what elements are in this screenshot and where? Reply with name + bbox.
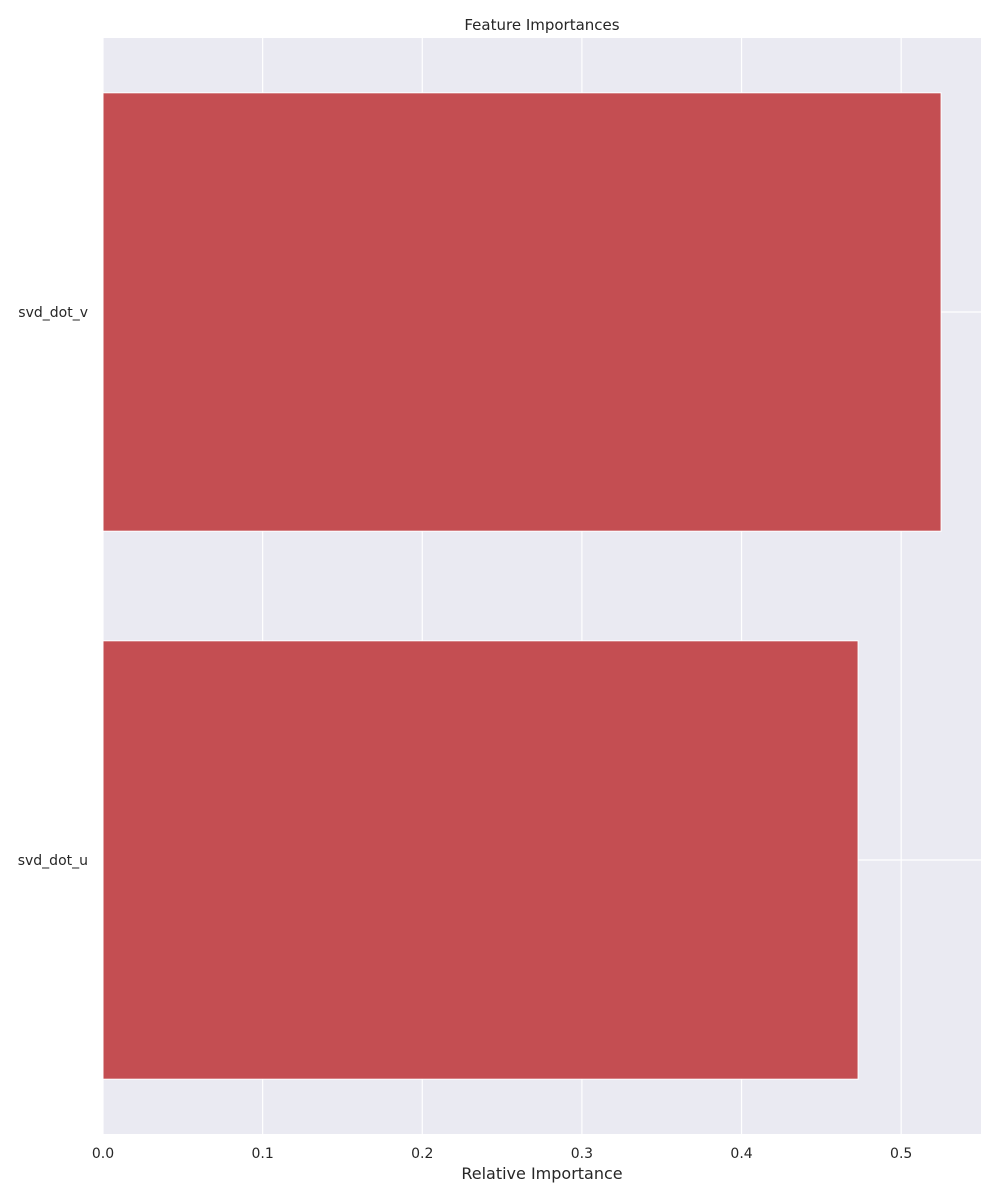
x-tick-label: 0.1 [252,1146,274,1162]
bar-svd-dot-u [102,640,859,1080]
x-tick-labels: 0.0 0.1 0.2 0.3 0.4 0.5 [92,1146,912,1162]
y-tick-label: svd_dot_v [18,305,88,321]
x-tick-label: 0.4 [730,1146,752,1162]
x-tick-label: 0.0 [92,1146,114,1162]
bars [102,92,942,1080]
bar-svd-dot-v [102,92,942,532]
chart-title: Feature Importances [464,16,619,34]
y-tick-label: svd_dot_u [18,853,88,869]
x-tick-label: 0.5 [890,1146,912,1162]
x-tick-label: 0.3 [571,1146,593,1162]
x-tick-label: 0.2 [411,1146,433,1162]
y-tick-labels: svd_dot_v svd_dot_u [18,305,88,869]
x-axis-title: Relative Importance [461,1164,622,1183]
